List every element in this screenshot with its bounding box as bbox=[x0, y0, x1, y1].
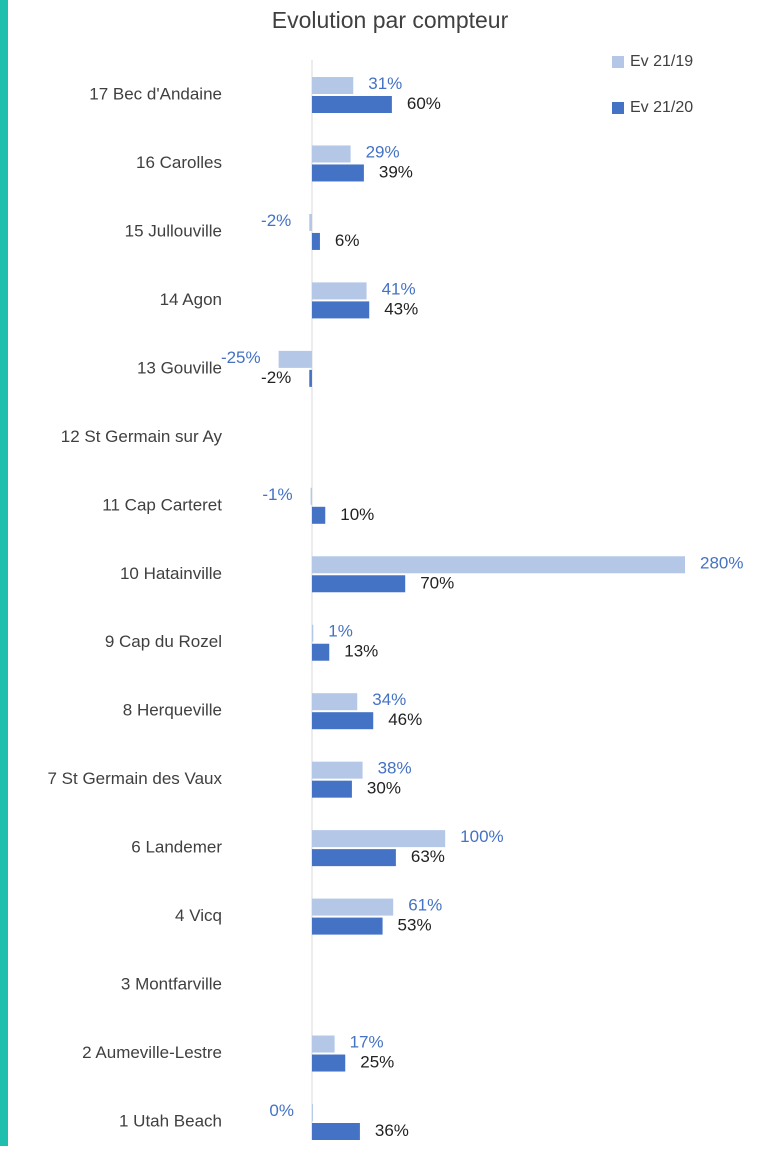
legend-label: Ev 21/19 bbox=[630, 53, 693, 70]
bar bbox=[309, 213, 312, 231]
data-label: -2% bbox=[261, 368, 291, 387]
category-label: 12 St Germain sur Ay bbox=[61, 427, 223, 446]
data-label: 25% bbox=[360, 1053, 394, 1072]
data-label: 63% bbox=[411, 847, 445, 866]
bar bbox=[311, 643, 330, 661]
bar bbox=[311, 164, 364, 182]
legend-label: Ev 21/20 bbox=[630, 99, 693, 116]
bar bbox=[311, 1123, 360, 1140]
category-label: 2 Aumeville-Lestre bbox=[82, 1043, 222, 1062]
bar bbox=[311, 693, 358, 711]
bar bbox=[309, 369, 312, 387]
category-label: 4 Vicq bbox=[175, 906, 222, 925]
data-label: -25% bbox=[221, 348, 261, 367]
data-label: 13% bbox=[344, 642, 378, 661]
category-label: 11 Cap Carteret bbox=[102, 495, 222, 514]
bar bbox=[311, 917, 383, 935]
bar bbox=[278, 350, 312, 368]
bar bbox=[311, 301, 370, 319]
data-label: 29% bbox=[366, 142, 400, 161]
category-label: 6 Landemer bbox=[131, 838, 222, 857]
bar bbox=[311, 780, 352, 798]
data-label: 41% bbox=[382, 279, 416, 298]
category-label: 17 Bec d'Andaine bbox=[89, 84, 222, 103]
data-label: 10% bbox=[340, 505, 374, 524]
data-label: -2% bbox=[261, 211, 291, 230]
bar bbox=[311, 761, 363, 779]
bar bbox=[311, 282, 367, 300]
category-label: 9 Cap du Rozel bbox=[105, 632, 222, 651]
data-label: 31% bbox=[368, 74, 402, 93]
bar bbox=[311, 624, 314, 642]
bar bbox=[311, 898, 394, 916]
data-label: 60% bbox=[407, 94, 441, 113]
data-label: 46% bbox=[388, 710, 422, 729]
bar bbox=[311, 849, 396, 867]
chart-title: Evolution par compteur bbox=[272, 7, 509, 33]
data-label: 100% bbox=[460, 827, 503, 846]
category-label: 1 Utah Beach bbox=[119, 1111, 222, 1130]
bar bbox=[311, 1035, 335, 1053]
category-label: 10 Hatainville bbox=[120, 564, 222, 583]
bar bbox=[311, 575, 406, 593]
bar bbox=[311, 506, 326, 524]
data-label: 38% bbox=[378, 759, 412, 778]
legend-swatch bbox=[612, 56, 624, 68]
data-label: 70% bbox=[420, 573, 454, 592]
bar bbox=[311, 96, 392, 113]
data-label: 61% bbox=[408, 896, 442, 915]
bar bbox=[311, 556, 685, 574]
category-label: 15 Jullouville bbox=[125, 221, 222, 240]
data-label: 53% bbox=[398, 916, 432, 935]
data-label: 36% bbox=[375, 1121, 409, 1140]
side-stripe bbox=[0, 0, 8, 1146]
data-label: -1% bbox=[262, 485, 292, 504]
data-label: 39% bbox=[379, 162, 413, 181]
data-label: 30% bbox=[367, 779, 401, 798]
data-label: 0% bbox=[269, 1101, 294, 1120]
category-label: 3 Montfarville bbox=[121, 975, 222, 994]
data-label: 43% bbox=[384, 299, 418, 318]
data-label: 280% bbox=[700, 553, 743, 572]
bar bbox=[311, 830, 446, 848]
bar bbox=[311, 1054, 346, 1072]
bar bbox=[311, 1104, 313, 1121]
category-label: 7 St Germain des Vaux bbox=[48, 769, 223, 788]
bar bbox=[310, 487, 312, 505]
category-label: 16 Carolles bbox=[136, 153, 222, 172]
bar bbox=[311, 712, 374, 730]
bar bbox=[311, 77, 354, 94]
category-label: 13 Gouville bbox=[137, 358, 222, 377]
legend-swatch bbox=[612, 102, 624, 114]
data-label: 1% bbox=[328, 622, 353, 641]
category-label: 14 Agon bbox=[160, 290, 222, 309]
bar bbox=[311, 232, 320, 250]
bar bbox=[311, 145, 351, 163]
data-label: 17% bbox=[350, 1033, 384, 1052]
data-label: 6% bbox=[335, 231, 360, 250]
data-label: 34% bbox=[372, 690, 406, 709]
category-label: 8 Herqueville bbox=[123, 701, 222, 720]
